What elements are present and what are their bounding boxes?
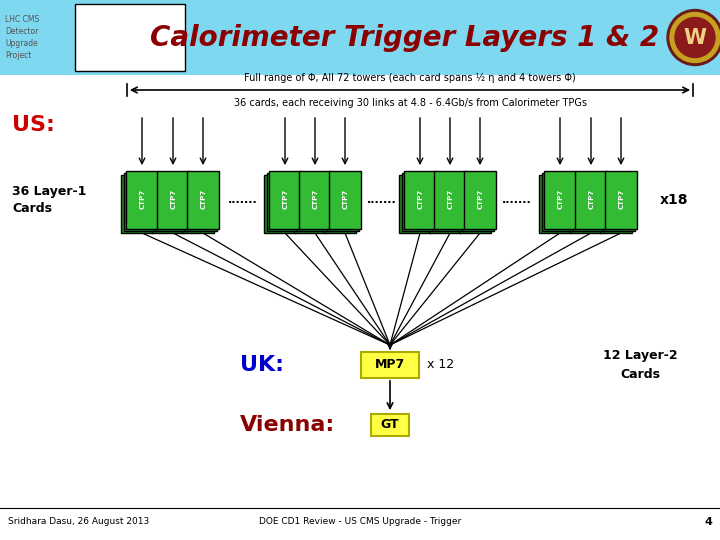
- Text: Vienna:: Vienna:: [240, 415, 336, 435]
- Text: W: W: [683, 28, 706, 48]
- Text: .......: .......: [367, 195, 397, 205]
- Text: DOE CD1 Review - US CMS Upgrade - Trigger: DOE CD1 Review - US CMS Upgrade - Trigge…: [259, 517, 461, 526]
- Text: 36 Layer-1
Cards: 36 Layer-1 Cards: [12, 185, 86, 215]
- Bar: [75, 4, 185, 71]
- FancyBboxPatch shape: [361, 352, 419, 378]
- Text: 12 Layer-2
Cards: 12 Layer-2 Cards: [603, 349, 678, 381]
- Text: CTP7: CTP7: [589, 189, 595, 209]
- FancyBboxPatch shape: [326, 173, 359, 231]
- Text: Sridhara Dasu, 26 August 2013: Sridhara Dasu, 26 August 2013: [8, 517, 149, 526]
- FancyBboxPatch shape: [152, 175, 184, 233]
- Text: LHC CMS
Detector
Upgrade
Project: LHC CMS Detector Upgrade Project: [5, 15, 40, 60]
- FancyBboxPatch shape: [264, 175, 296, 233]
- Text: CTP7: CTP7: [171, 189, 177, 209]
- Text: UK:: UK:: [240, 355, 284, 375]
- FancyBboxPatch shape: [570, 175, 602, 233]
- FancyBboxPatch shape: [464, 171, 496, 229]
- Text: MP7: MP7: [375, 359, 405, 372]
- Text: CTP7: CTP7: [478, 189, 484, 209]
- FancyBboxPatch shape: [184, 173, 217, 231]
- Text: CTP7: CTP7: [283, 189, 289, 209]
- FancyBboxPatch shape: [404, 171, 436, 229]
- FancyBboxPatch shape: [429, 175, 461, 233]
- FancyBboxPatch shape: [187, 171, 219, 229]
- Text: 36 cards, each receiving 30 links at 4.8 - 6.4Gb/s from Calorimeter TPGs: 36 cards, each receiving 30 links at 4.8…: [233, 98, 587, 108]
- Text: US:: US:: [12, 115, 55, 135]
- Text: .......: .......: [228, 195, 258, 205]
- FancyBboxPatch shape: [294, 175, 326, 233]
- FancyBboxPatch shape: [431, 173, 464, 231]
- Circle shape: [667, 10, 720, 65]
- FancyBboxPatch shape: [324, 175, 356, 233]
- FancyBboxPatch shape: [121, 175, 153, 233]
- FancyBboxPatch shape: [266, 173, 299, 231]
- Text: CTP7: CTP7: [418, 189, 424, 209]
- Text: Calorimeter Trigger Layers 1 & 2: Calorimeter Trigger Layers 1 & 2: [150, 24, 660, 51]
- FancyBboxPatch shape: [600, 175, 632, 233]
- Text: .......: .......: [502, 195, 532, 205]
- Text: CTP7: CTP7: [140, 189, 146, 209]
- Text: CTP7: CTP7: [201, 189, 207, 209]
- Text: CTP7: CTP7: [619, 189, 625, 209]
- Text: CTP7: CTP7: [343, 189, 349, 209]
- Text: x18: x18: [660, 193, 688, 207]
- FancyBboxPatch shape: [459, 175, 491, 233]
- Text: CTP7: CTP7: [558, 189, 564, 209]
- FancyBboxPatch shape: [371, 414, 409, 436]
- FancyBboxPatch shape: [124, 173, 156, 231]
- Circle shape: [670, 12, 720, 63]
- Text: 4: 4: [704, 517, 712, 527]
- Text: Full range of Φ, All 72 towers (each card spans ½ η and 4 towers Φ): Full range of Φ, All 72 towers (each car…: [244, 73, 576, 83]
- FancyBboxPatch shape: [462, 173, 493, 231]
- FancyBboxPatch shape: [572, 173, 605, 231]
- FancyBboxPatch shape: [157, 171, 189, 229]
- Text: CTP7: CTP7: [448, 189, 454, 209]
- FancyBboxPatch shape: [541, 173, 574, 231]
- FancyBboxPatch shape: [155, 173, 186, 231]
- FancyBboxPatch shape: [605, 171, 637, 229]
- FancyBboxPatch shape: [126, 171, 158, 229]
- FancyBboxPatch shape: [603, 173, 634, 231]
- FancyBboxPatch shape: [402, 173, 433, 231]
- FancyBboxPatch shape: [575, 171, 607, 229]
- Text: GT: GT: [381, 418, 400, 431]
- Text: x 12: x 12: [427, 359, 454, 372]
- Bar: [0, 0, 720, 75]
- FancyBboxPatch shape: [297, 173, 328, 231]
- Text: CTP7: CTP7: [313, 189, 319, 209]
- FancyBboxPatch shape: [434, 171, 466, 229]
- FancyBboxPatch shape: [269, 171, 301, 229]
- FancyBboxPatch shape: [329, 171, 361, 229]
- Circle shape: [675, 17, 715, 57]
- FancyBboxPatch shape: [182, 175, 214, 233]
- FancyBboxPatch shape: [544, 171, 576, 229]
- FancyBboxPatch shape: [539, 175, 571, 233]
- FancyBboxPatch shape: [399, 175, 431, 233]
- FancyBboxPatch shape: [299, 171, 331, 229]
